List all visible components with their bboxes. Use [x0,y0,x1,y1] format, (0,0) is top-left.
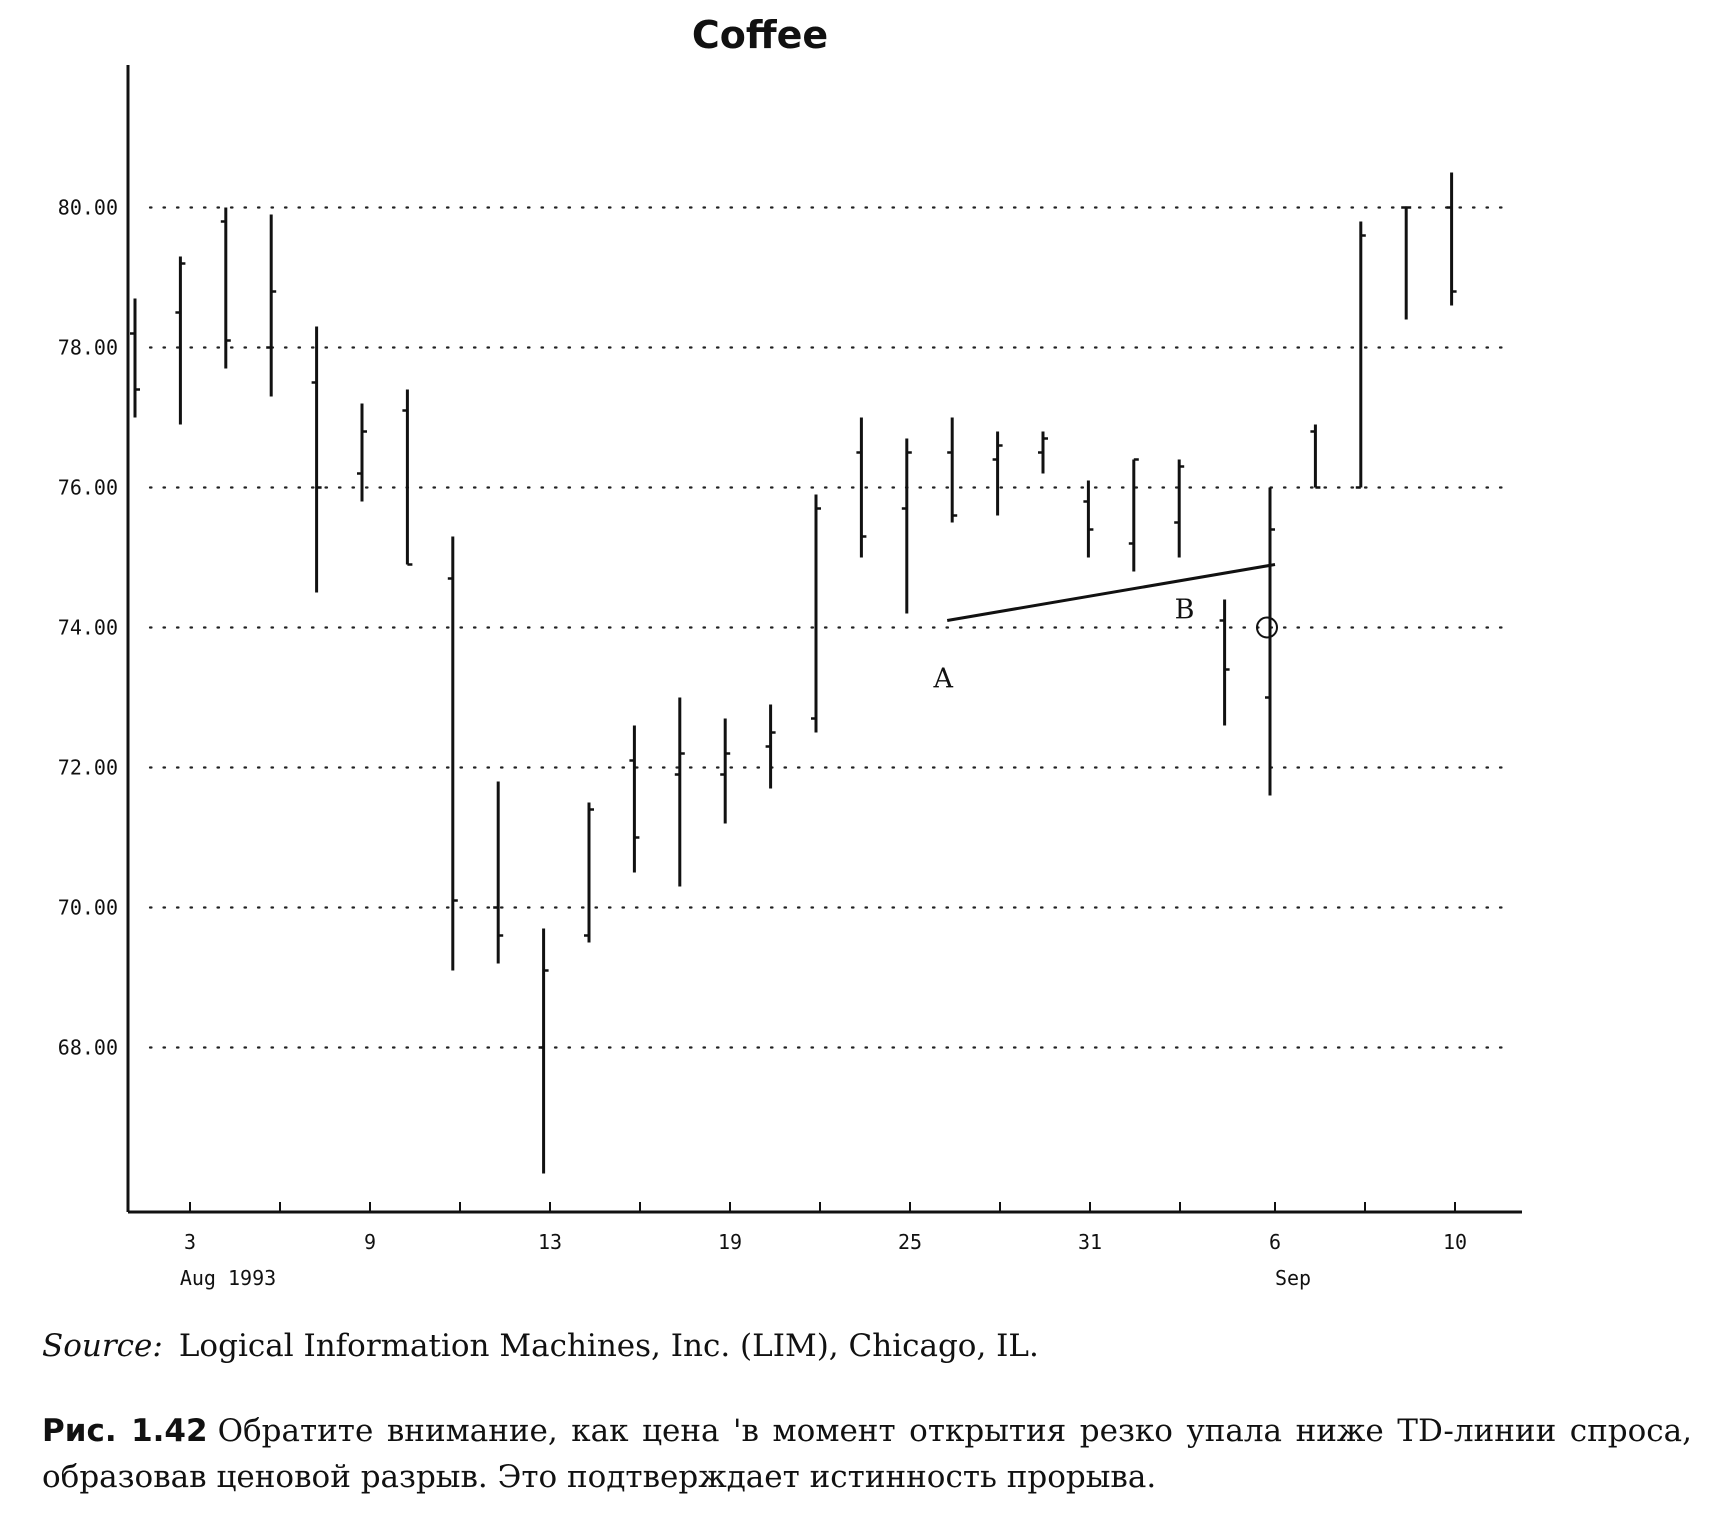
price-bar [1083,480,1094,558]
price-bar [674,697,685,887]
y-axis-ticks: 68.00 70.00 72.00 74.00 76.00 78.00 80.00 [58,196,118,1060]
price-bar [493,781,504,964]
price-bar [220,207,231,369]
td-demand-line [946,563,1276,622]
caption-number: Рис. 1.42 [42,1413,208,1449]
source-label: Source: [42,1328,163,1364]
price-bar [402,389,413,566]
annotation-a: A [932,664,953,695]
price-bar [1265,487,1275,796]
price-bar [992,431,1003,516]
y-tick-label: 76.00 [58,476,118,500]
price-bar [1038,431,1048,474]
x-tick-label: 25 [898,1230,922,1254]
price-bar [1219,599,1230,726]
price-bar [538,928,549,1174]
caption-text: Обратите внимание, как цена 'в момент от… [42,1413,1693,1495]
month-label-aug: Aug 1993 [180,1266,276,1290]
price-bar [901,438,912,614]
price-bar [720,718,731,824]
x-tick-label: 13 [538,1230,562,1254]
y-tick-label: 80.00 [58,196,118,220]
figure-caption: Рис. 1.42 Обратите внимание, как цена 'в … [42,1408,1692,1500]
price-bar [629,725,640,873]
price-bar [765,704,776,789]
gap-open-circle [1256,616,1278,639]
price-bar [447,536,458,971]
price-bar [1355,221,1366,489]
price-bar [856,417,867,558]
source-line: Source: Logical Information Machines, Inc… [42,1328,1682,1364]
price-bar [1310,424,1321,489]
price-bar [947,417,958,523]
x-axis-ticks: 3 9 13 19 25 31 6 10 [184,1202,1467,1254]
price-bar [1446,172,1457,306]
price-bar [175,256,186,425]
price-bar [1401,206,1412,320]
price-bar [811,494,821,733]
gridlines [148,206,1504,1049]
annotation-b: B [1175,595,1195,626]
y-tick-label: 78.00 [58,336,118,360]
source-text: Logical Information Machines, Inc. (LIM)… [178,1328,1039,1364]
price-bar [357,403,367,502]
price-bars [130,172,1457,1174]
month-label-sep: Sep [1275,1266,1311,1290]
price-bar [311,326,322,593]
x-tick-label: 6 [1269,1230,1281,1254]
chart-title: Coffee [692,13,828,57]
annotations: A B [932,563,1278,695]
price-bar [584,802,594,943]
y-tick-label: 68.00 [58,1036,118,1060]
x-tick-label: 10 [1443,1230,1467,1254]
y-tick-label: 72.00 [58,756,118,780]
x-tick-label: 9 [364,1230,376,1254]
x-tick-label: 3 [184,1230,196,1254]
x-tick-label: 31 [1078,1230,1102,1254]
y-tick-label: 70.00 [58,896,118,920]
price-bar [266,214,277,397]
price-bar [130,298,140,418]
axes [126,65,1522,1214]
price-bar [1174,459,1185,558]
y-tick-label: 74.00 [58,616,118,640]
price-bar [1128,458,1139,572]
x-tick-label: 19 [718,1230,742,1254]
